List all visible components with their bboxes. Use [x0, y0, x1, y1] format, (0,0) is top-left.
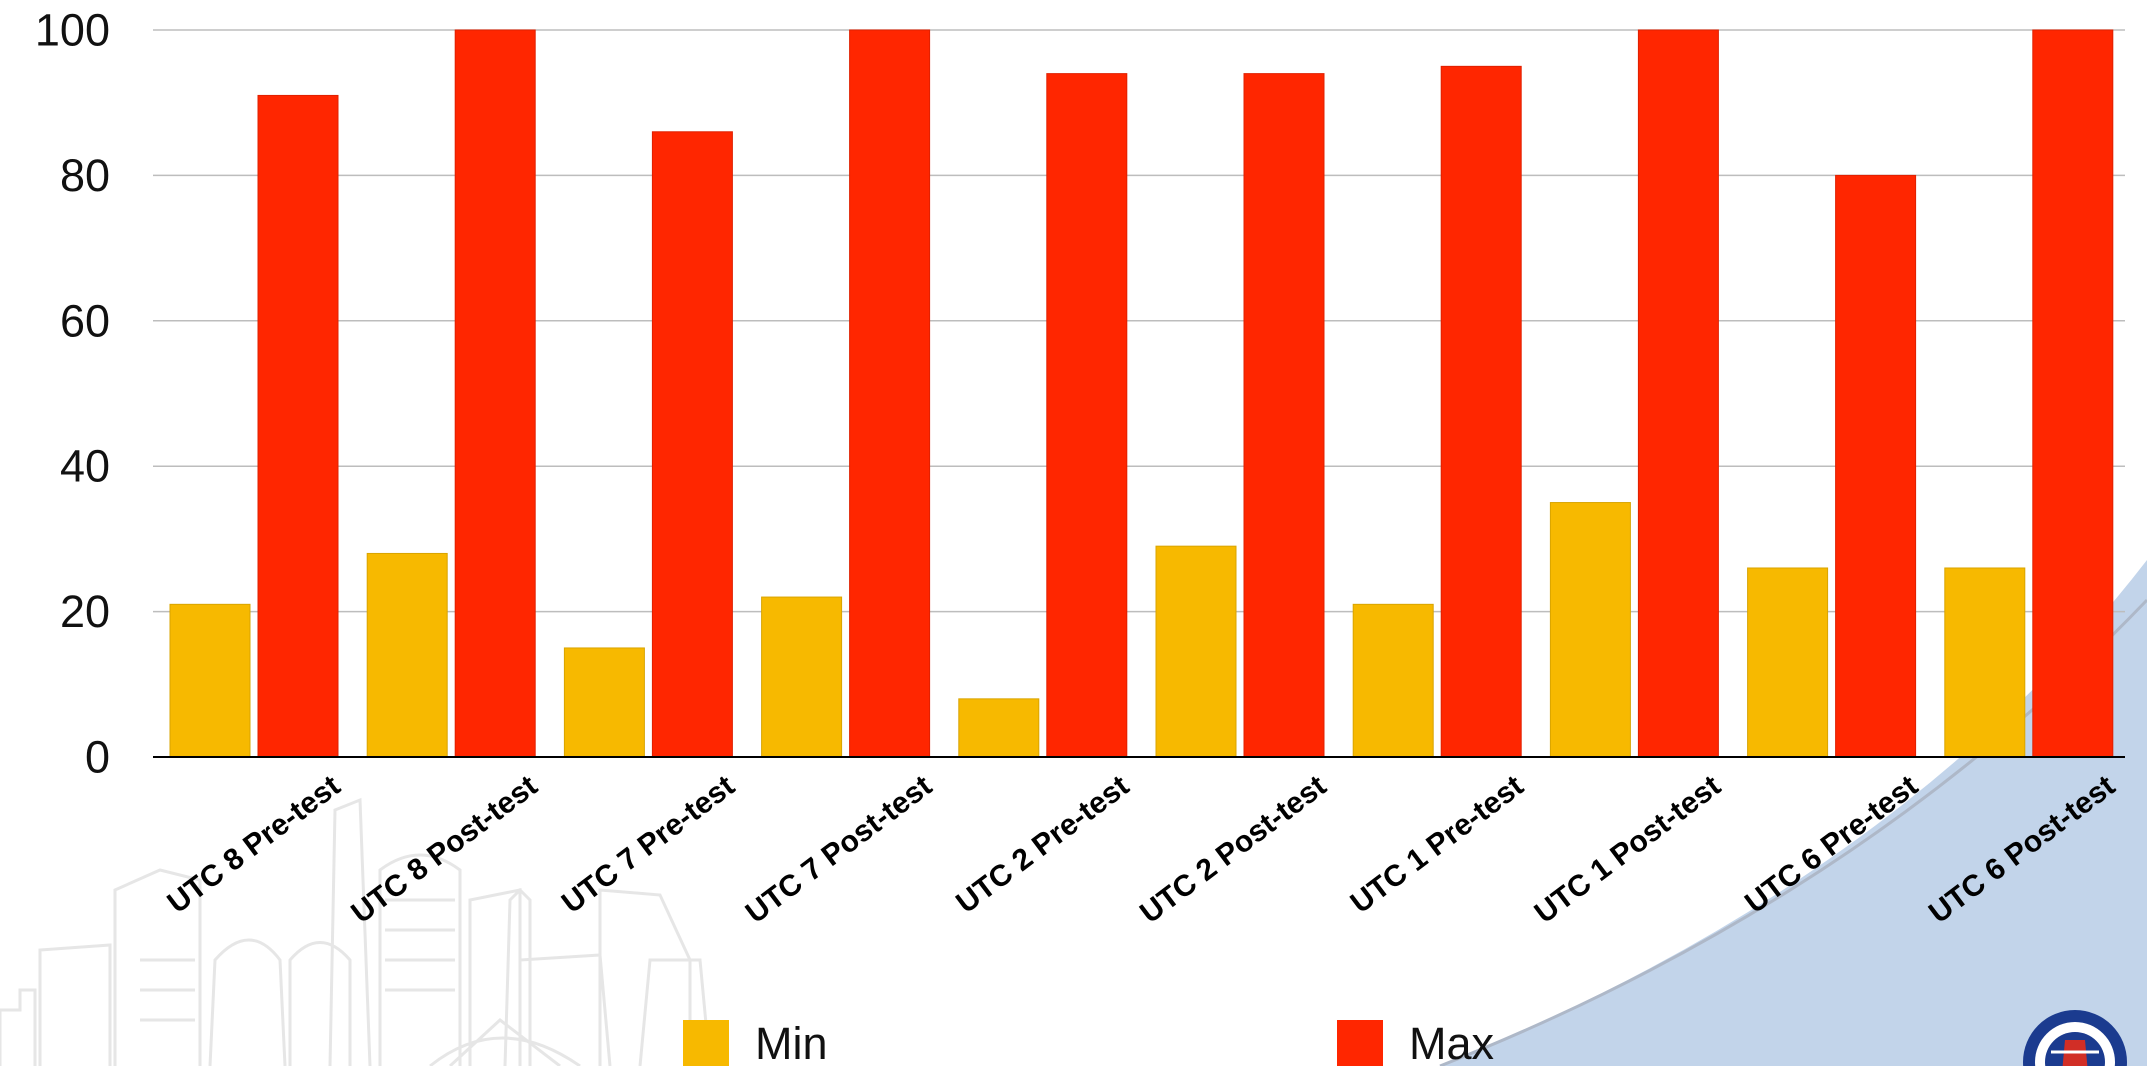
y-tick-label: 20	[60, 586, 110, 637]
city-skyline-watermark	[0, 797, 712, 1066]
bar-max-8	[1835, 174, 1917, 758]
x-category-label: UTC 1 Post-test	[1529, 769, 1727, 930]
legend-label-min: Min	[755, 1018, 828, 1066]
x-category-label: UTC 8 Pre-test	[161, 769, 346, 920]
bar-max-1	[454, 29, 536, 758]
bar-min-6	[1352, 603, 1434, 758]
legend-swatch-min	[683, 1020, 729, 1066]
bar-max-3	[849, 29, 931, 758]
y-axis-tick-labels: 0 20 40 60 80 100	[35, 5, 110, 783]
x-category-label: UTC 8 Post-test	[345, 769, 543, 930]
y-tick-label: 0	[85, 732, 110, 783]
y-tick-label: 60	[60, 295, 110, 346]
bar-min-5	[1155, 545, 1237, 758]
y-tick-label: 40	[60, 441, 110, 492]
legend: Min Max	[683, 1018, 1495, 1066]
x-category-label: UTC 7 Pre-test	[556, 769, 741, 920]
y-tick-label: 100	[35, 5, 110, 56]
y-tick-label: 80	[60, 150, 110, 201]
x-category-label: UTC 7 Post-test	[740, 769, 938, 930]
bar-max-7	[1637, 29, 1719, 758]
bar-series	[169, 29, 2114, 758]
bar-min-3	[761, 596, 843, 758]
bar-max-0	[257, 94, 339, 758]
bar-min-0	[169, 603, 251, 758]
legend-swatch-max	[1337, 1020, 1383, 1066]
bar-min-9	[1944, 567, 2026, 758]
x-category-label: UTC 2 Pre-test	[950, 769, 1135, 920]
x-category-label: UTC 2 Post-test	[1134, 769, 1332, 930]
x-category-label: UTC 1 Pre-test	[1345, 769, 1530, 920]
bar-min-7	[1549, 502, 1631, 758]
legend-label-max: Max	[1409, 1018, 1495, 1066]
planning-prosperity-seal	[2023, 1010, 2127, 1066]
bar-min-1	[366, 552, 448, 758]
bar-max-4	[1046, 73, 1128, 758]
bar-min-4	[958, 698, 1040, 758]
bar-min-8	[1747, 567, 1829, 758]
y-gridlines	[153, 29, 2125, 758]
bar-min-2	[563, 647, 645, 758]
bar-max-9	[2032, 29, 2114, 758]
bar-max-5	[1243, 73, 1325, 758]
bar-max-6	[1440, 65, 1522, 758]
bar-max-2	[651, 131, 733, 758]
